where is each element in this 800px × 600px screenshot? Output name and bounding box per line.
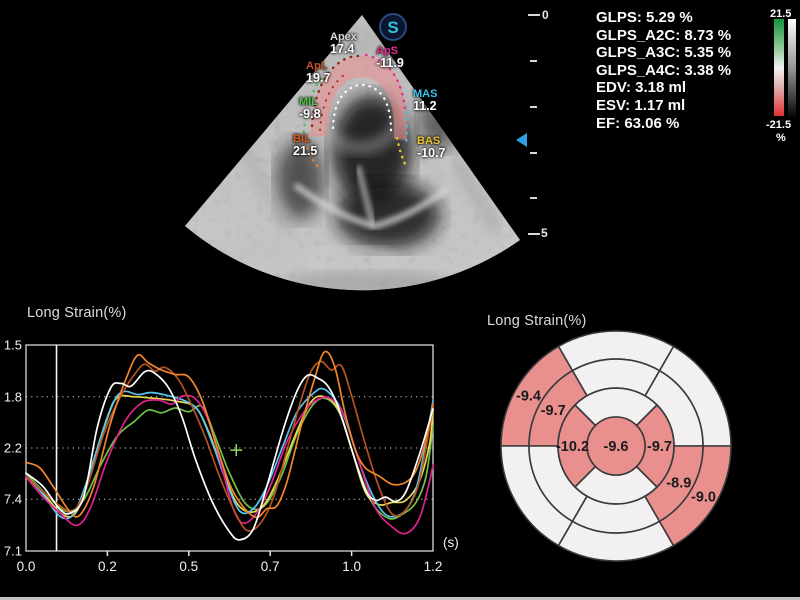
bullseye-segment-apex [586,416,646,476]
strain-curve-ApL [25,360,434,532]
segment-value: 19.7 [306,71,331,85]
x-axis-label: 0.0 [17,559,36,574]
strain-curves-chart: 1.5 1.8 2.2 7.4 7.10.0 0.2 0.5 0.7 1.0 1.2(s) [4,338,459,575]
segment-value: 21.5 [293,144,318,158]
x-axis-label: 1.0 [342,559,361,574]
measurement-line-esv: ESV: 1.17 ml [596,96,686,114]
plot-frame [25,344,434,552]
segment-name: Apex [330,31,357,43]
segment-name: MIL [299,96,318,108]
bullseye-segment-value: -9.7 [541,403,566,419]
focus-marker-icon[interactable] [516,133,527,147]
bullseye-segment-value: -9.4 [516,389,541,405]
depth-ruler-tick [528,14,540,16]
measurement-line-glps-a3c: GLPS_A3C: 5.35 % [596,44,732,62]
bottom-divider [0,597,800,600]
measurement-line-ef: EF: 63.06 % [596,114,680,132]
ultrasound-image: S [185,13,520,291]
bullseye-segment-value: -8.9 [666,475,691,491]
bullseye-segment-value: -10.2 [556,439,589,455]
measurement-line-glps-a2c: GLPS_A2C: 8.73 % [596,26,732,44]
segment-name: BAS [417,135,441,147]
depth-label-bottom: 5 [541,226,548,240]
depth-ruler-tick [530,60,537,62]
roi-dots-orange [304,140,320,169]
segment-value: 11.2 [413,99,437,113]
segment-value: -11.9 [376,56,404,70]
segment-label-apl: ApL 19.7 [306,60,330,84]
strain-curve-Apex [25,369,434,541]
x-axis-label: 0.2 [98,559,117,574]
depth-ruler-tick [530,197,537,199]
colorbar-unit-label: % [776,132,786,144]
measurement-results-panel: GLPS: 5.29 % GLPS_A2C: 8.73 % GLPS_A3C: … [596,9,731,132]
bullseye-segment-value: -9.6 [604,439,629,455]
y-axis-label: 1.5 [4,338,22,353]
segment-name: ApS [376,45,398,57]
y-axis-label: 7.1 [4,544,22,559]
segment-value: -9.8 [299,107,321,121]
segment-label-mil: MIL -9.8 [299,96,321,120]
roi-band [310,55,407,141]
segment-label-apex: Apex 17.4 [330,31,357,55]
depth-label-top: 0 [542,8,549,22]
measurement-line-edv: EDV: 3.18 ml [596,79,687,97]
segment-name: BIL [293,133,311,145]
x-axis-label: 0.5 [179,559,198,574]
segment-label-mas: MAS 11.2 [413,88,437,112]
strain-curve-BIL [25,350,434,519]
bullseye-title: Long Strain(%) [487,313,587,329]
bullseye-segment-value: -9.7 [647,439,672,455]
colorbar-max-label: 21.5 [770,8,792,20]
strain-chart-title: Long Strain(%) [27,305,127,321]
valve-echo [293,182,450,230]
colorbar-min-label: -21.5 [766,119,792,131]
roi-dots-darkred [310,54,360,128]
depth-ruler-tick [530,152,537,154]
strain-roi-overlay [301,53,408,169]
roi-dots-green [301,76,323,141]
segment-label-bas: BAS -10.7 [417,135,446,159]
depth-ruler-tick [530,106,537,108]
depth-ruler-tick [528,233,540,235]
segment-label-bil: BIL 21.5 [293,133,317,157]
roi-dots-yellow [395,136,408,168]
roi-dots-magenta [364,53,407,112]
roi-dots-white [331,83,393,134]
measurement-line-glps: GLPS: 5.29 % [596,9,693,26]
logo-letter: S [387,18,398,37]
segment-value: 17.4 [330,42,355,56]
segment-name: ApL [306,60,328,72]
segment-value: -10.7 [417,146,446,160]
strain-color-scale [774,19,784,116]
x-axis-label: 0.7 [261,559,280,574]
strain-curve-MAS [25,387,434,520]
gray-scale [788,19,796,116]
y-axis-label: 2.2 [4,441,22,456]
y-axis-label: 1.8 [4,389,22,404]
x-axis-label: 1.2 [424,559,443,574]
segment-name: MAS [413,88,438,100]
time-axis-unit: (s) [443,535,459,550]
vendor-logo: S [379,13,407,41]
bullseye-segment-value: -9.0 [691,490,716,506]
measurement-line-glps-a4c: GLPS_A4C: 3.38 % [596,61,732,79]
y-axis-label: 7.4 [4,492,22,507]
bullseye-plot: -9.4 -9.0 -9.7 -8.9 -10.2 -9.7 -9.6 [500,330,732,562]
strain-curve-MIL [25,397,434,520]
segment-label-aps: ApS -11.9 [376,45,404,69]
